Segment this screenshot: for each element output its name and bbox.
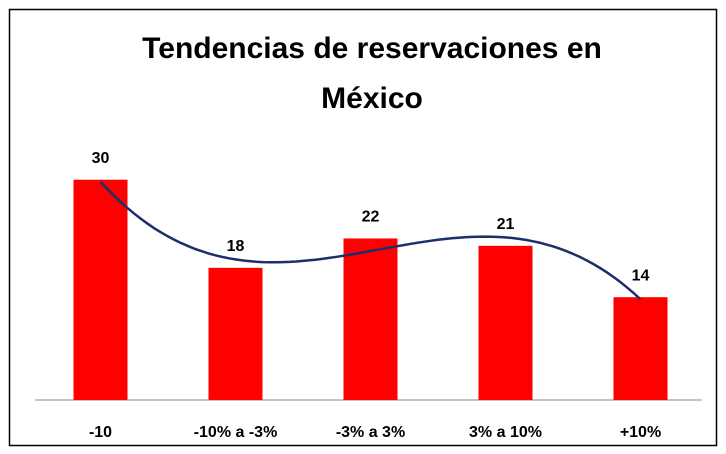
bar bbox=[343, 238, 398, 400]
data-label: 22 bbox=[362, 209, 380, 226]
chart-title: México bbox=[321, 82, 423, 115]
data-label: 18 bbox=[227, 238, 245, 255]
x-tick-label: -10 bbox=[89, 424, 112, 441]
chart-title: Tendencias de reservaciones en bbox=[142, 32, 602, 65]
trendline bbox=[99, 180, 642, 301]
data-label: 14 bbox=[632, 267, 650, 284]
bar bbox=[478, 245, 533, 400]
x-tick-label: -3% a 3% bbox=[336, 424, 405, 441]
x-tick-label: 3% a 10% bbox=[469, 424, 542, 441]
bar bbox=[208, 267, 263, 400]
x-tick-label: +10% bbox=[620, 424, 661, 441]
x-tick-label: -10% a -3% bbox=[194, 424, 278, 441]
bar bbox=[613, 297, 668, 400]
data-label: 21 bbox=[497, 216, 515, 233]
bar bbox=[73, 179, 128, 400]
data-label: 30 bbox=[92, 150, 110, 167]
